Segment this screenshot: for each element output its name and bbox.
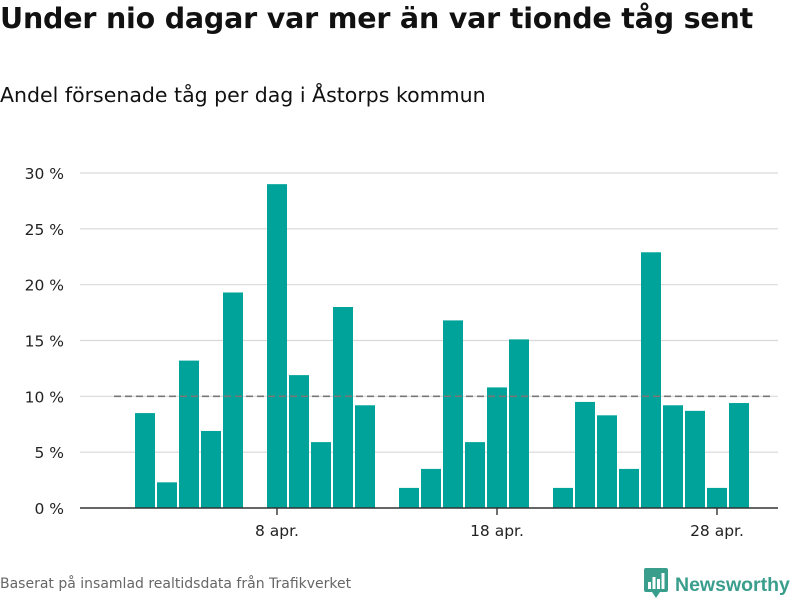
bar	[355, 405, 375, 508]
bar	[311, 442, 331, 508]
x-tick-label: 18 apr.	[470, 522, 524, 540]
chart-title: Under nio dagar var mer än var tionde tå…	[0, 2, 754, 35]
source-note: Baserat på insamlad realtidsdata från Tr…	[0, 576, 352, 592]
y-tick-label: 10 %	[25, 388, 64, 406]
bar	[201, 430, 221, 508]
y-tick-label: 25 %	[25, 221, 64, 239]
bar	[487, 387, 507, 508]
bar	[135, 413, 155, 508]
bar	[663, 405, 683, 508]
bar	[575, 401, 595, 508]
bar	[465, 442, 485, 508]
bar	[641, 252, 661, 508]
bar	[333, 307, 353, 508]
bar-chart-logo-icon	[643, 567, 669, 603]
brand-name: Newsworthy	[675, 574, 790, 596]
y-axis-tick-labels: 0 % 5 % 10 % 15 % 20 % 25 % 30 %	[25, 165, 64, 518]
bar	[729, 403, 749, 508]
x-axis-tick-labels: 8 apr. 18 apr. 28 apr.	[255, 522, 744, 540]
x-tick-label: 8 apr.	[255, 522, 299, 540]
y-tick-label: 0 %	[34, 500, 64, 518]
bar	[179, 360, 199, 508]
bar	[685, 410, 705, 508]
bar	[707, 487, 727, 508]
bars	[135, 184, 749, 508]
y-tick-label: 30 %	[25, 165, 64, 183]
bar	[553, 487, 573, 508]
bar	[443, 320, 463, 508]
bar	[157, 482, 177, 508]
x-tick-label: 28 apr.	[690, 522, 744, 540]
bar	[223, 292, 243, 508]
bar	[399, 487, 419, 508]
y-tick-label: 20 %	[25, 277, 64, 295]
bar	[619, 468, 639, 508]
bar	[597, 415, 617, 508]
bar	[289, 375, 309, 508]
y-tick-label: 15 %	[25, 333, 64, 351]
y-tick-label: 5 %	[34, 444, 64, 462]
bar	[421, 468, 441, 508]
chart-subtitle: Andel försenade tåg per dag i Åstorps ko…	[0, 83, 486, 107]
bar-chart: 0 % 5 % 10 % 15 % 20 % 25 % 30 % 8 apr. 18 apr.…	[25, 165, 778, 540]
bar	[509, 339, 529, 508]
x-axis	[80, 507, 778, 515]
bar	[267, 184, 287, 508]
brand-logo: Newsworthy	[643, 568, 790, 602]
